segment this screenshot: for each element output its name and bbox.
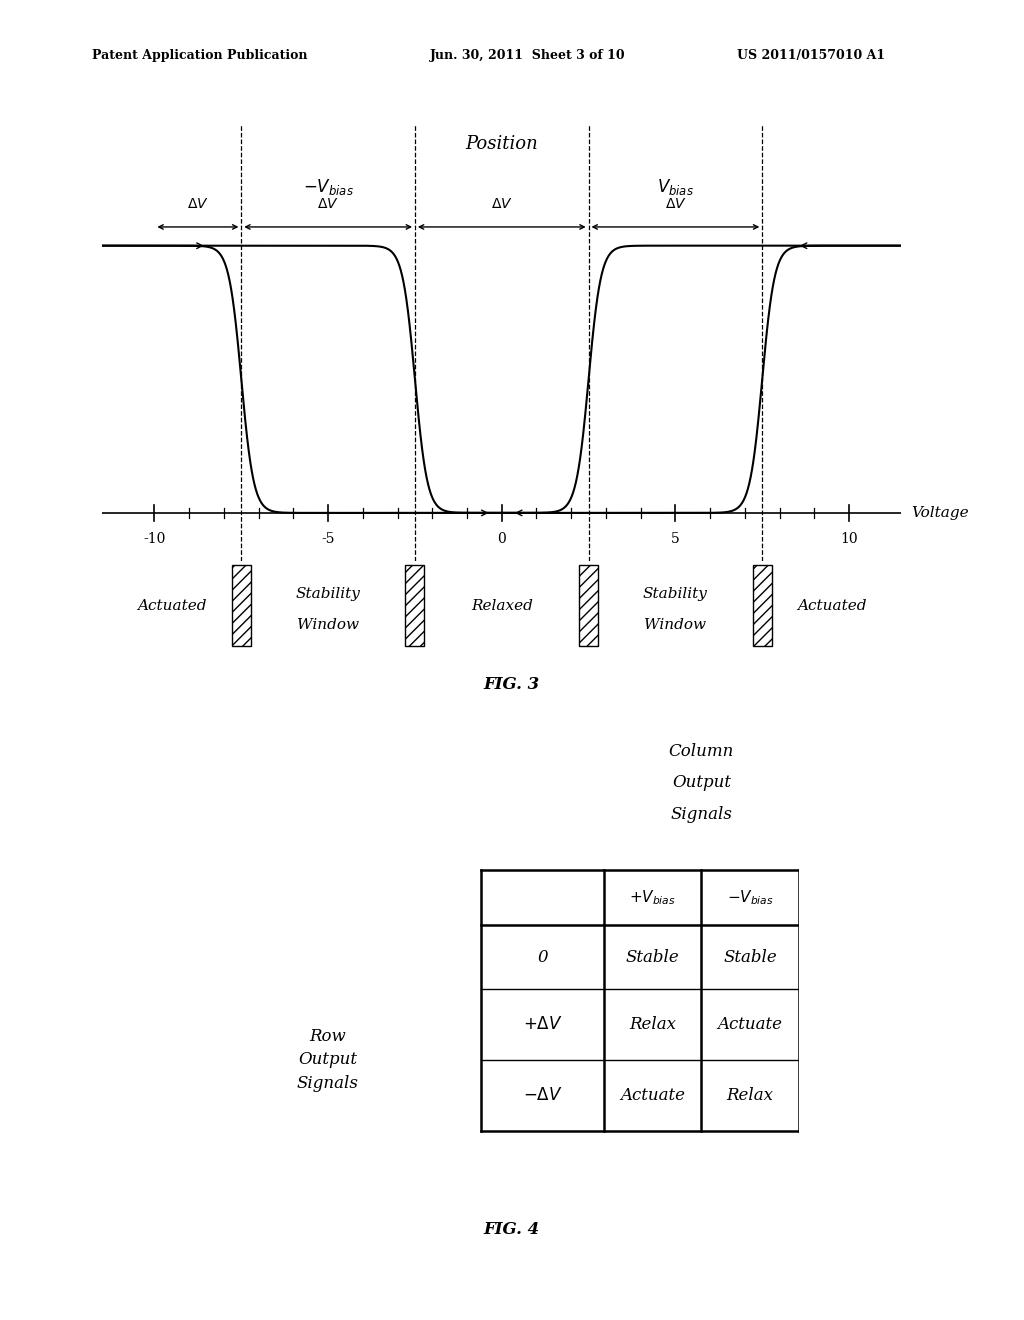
Text: Row: Row	[309, 1028, 346, 1044]
Text: Actuate: Actuate	[621, 1088, 685, 1104]
Text: Relax: Relax	[630, 1016, 676, 1032]
Text: $\Delta V$: $\Delta V$	[490, 197, 513, 211]
Text: $V_{bias}$: $V_{bias}$	[657, 177, 694, 197]
Text: Patent Application Publication: Patent Application Publication	[92, 49, 307, 62]
Text: 10: 10	[841, 532, 858, 545]
Text: $+ V_{bias}$: $+ V_{bias}$	[630, 888, 676, 907]
Text: FIG. 4: FIG. 4	[484, 1221, 540, 1238]
Text: US 2011/0157010 A1: US 2011/0157010 A1	[737, 49, 886, 62]
Text: Window: Window	[297, 618, 359, 632]
Text: Stable: Stable	[626, 949, 680, 965]
Text: Column: Column	[669, 743, 734, 759]
Text: Signals: Signals	[671, 807, 732, 822]
Text: Jun. 30, 2011  Sheet 3 of 10: Jun. 30, 2011 Sheet 3 of 10	[430, 49, 626, 62]
Text: Position: Position	[465, 135, 539, 153]
Text: Signals: Signals	[297, 1076, 358, 1092]
Text: Window: Window	[644, 618, 707, 632]
Text: Output: Output	[298, 1052, 357, 1068]
Text: 0: 0	[538, 949, 548, 965]
Text: $-V_{bias}$: $-V_{bias}$	[303, 177, 353, 197]
Text: Stable: Stable	[723, 949, 777, 965]
Text: $\Delta V$: $\Delta V$	[665, 197, 686, 211]
Text: $-\Delta V$: $-\Delta V$	[523, 1088, 562, 1104]
Text: $\Delta V$: $\Delta V$	[187, 197, 209, 211]
Text: -5: -5	[322, 532, 335, 545]
Text: Stability: Stability	[643, 587, 708, 602]
Text: Relax: Relax	[727, 1088, 773, 1104]
Text: -10: -10	[143, 532, 166, 545]
Text: 0: 0	[498, 532, 506, 545]
Text: Actuate: Actuate	[718, 1016, 782, 1032]
Text: Output: Output	[672, 775, 731, 791]
Text: FIG. 3: FIG. 3	[484, 676, 540, 693]
Text: Relaxed: Relaxed	[471, 599, 532, 612]
Text: Actuated: Actuated	[797, 599, 866, 612]
Text: $\Delta V$: $\Delta V$	[317, 197, 339, 211]
Text: Voltage: Voltage	[911, 506, 969, 520]
Text: 5: 5	[671, 532, 680, 545]
Bar	[579, 565, 598, 647]
Bar	[231, 565, 251, 647]
Text: $+ \Delta V$: $+ \Delta V$	[523, 1016, 562, 1032]
Bar	[753, 565, 772, 647]
Text: Stability: Stability	[296, 587, 360, 602]
Text: $-V_{bias}$: $-V_{bias}$	[727, 888, 773, 907]
Text: Actuated: Actuated	[137, 599, 207, 612]
Bar	[406, 565, 425, 647]
